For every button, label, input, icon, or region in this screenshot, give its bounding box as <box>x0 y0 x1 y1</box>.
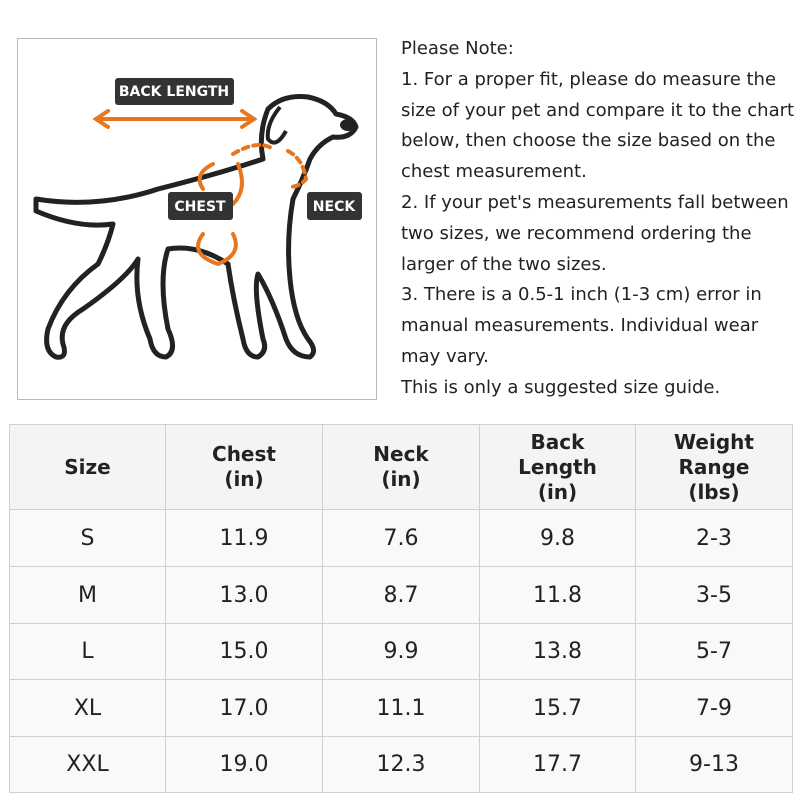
label: BACK LENGTH <box>119 84 229 100</box>
header-text: (lbs) <box>688 479 740 504</box>
table-cell: 13.8 <box>479 623 636 680</box>
table-cell: XXL <box>9 736 166 793</box>
header-cell: Back Length (in) <box>479 424 636 510</box>
dog-diagram: BACK LENGTH CHEST NECK <box>17 38 377 400</box>
table-cell: 3-5 <box>635 566 793 624</box>
table-cell: 17.0 <box>165 679 323 737</box>
notes: Please Note: 1. For a proper fit, please … <box>401 34 796 404</box>
header-cell: Neck (in) <box>322 424 480 510</box>
table-cell: 11.1 <box>322 679 480 737</box>
label-box <box>115 78 234 105</box>
header-cell: Size <box>9 424 166 510</box>
table-cell: 8.7 <box>322 566 480 624</box>
header-text: Size <box>64 454 111 479</box>
table-cell: 17.7 <box>479 736 636 793</box>
header-text: (in) <box>537 479 578 504</box>
note-line: 2. If your pet's measurements fall betwe… <box>401 191 789 213</box>
header-text: Range <box>678 454 750 479</box>
table-cell: 5-7 <box>635 623 793 680</box>
label: CHEST <box>174 199 226 215</box>
table-cell: 13.0 <box>165 566 323 624</box>
header-text: Neck <box>373 442 429 466</box>
note-line: size of your pet and compare it to the c… <box>401 99 795 121</box>
table-cell: 19.0 <box>165 736 323 793</box>
table-cell: 2-3 <box>635 509 793 567</box>
label: NECK <box>313 199 357 215</box>
note-line: manual measurements. Individual wear <box>401 315 759 337</box>
table-cell: 7.6 <box>322 509 480 567</box>
header-text: Chest <box>212 442 276 466</box>
note-line: This is only a suggested size guide. <box>401 376 721 398</box>
note-line: below, then choose the size based on the <box>401 130 776 152</box>
header-cell: Chest (in) <box>165 424 323 510</box>
note-line: larger of the two sizes. <box>401 253 607 275</box>
header-text: (in) <box>224 467 264 491</box>
nose <box>340 119 356 131</box>
note-line: two sizes, we recommend ordering the <box>401 222 752 244</box>
note-line: may vary. <box>401 345 489 367</box>
header-text: Length <box>518 454 597 479</box>
table-cell: M <box>9 566 166 624</box>
header-cell: Weight Range (lbs) <box>635 424 793 510</box>
label-box <box>307 192 362 220</box>
table-cell: 11.8 <box>479 566 636 624</box>
dog-outline <box>33 94 359 360</box>
note-line: chest measurement. <box>401 161 587 183</box>
table-cell: 15.0 <box>165 623 323 680</box>
label-box <box>168 192 233 220</box>
ear <box>265 105 288 145</box>
note-line: Please Note: <box>401 38 514 59</box>
header-text: Back <box>530 429 585 454</box>
table-cell: 15.7 <box>479 679 636 737</box>
table-cell: 12.3 <box>322 736 480 793</box>
header-text: Weight <box>674 429 754 454</box>
note-line: 1. For a proper fit, please do measure t… <box>401 68 777 90</box>
note-line: 3. There is a 0.5-1 inch (1-3 cm) error … <box>401 284 762 306</box>
table-cell: 9.8 <box>479 509 636 567</box>
table-cell: 9-13 <box>635 736 793 793</box>
table-cell: 11.9 <box>165 509 323 567</box>
table-cell: 7-9 <box>635 679 793 737</box>
table-cell: 9.9 <box>322 623 480 680</box>
table-cell: XL <box>9 679 166 737</box>
table-cell: L <box>9 623 166 680</box>
header-text: (in) <box>381 467 421 491</box>
table-cell: S <box>9 509 166 567</box>
arrows <box>92 109 309 267</box>
